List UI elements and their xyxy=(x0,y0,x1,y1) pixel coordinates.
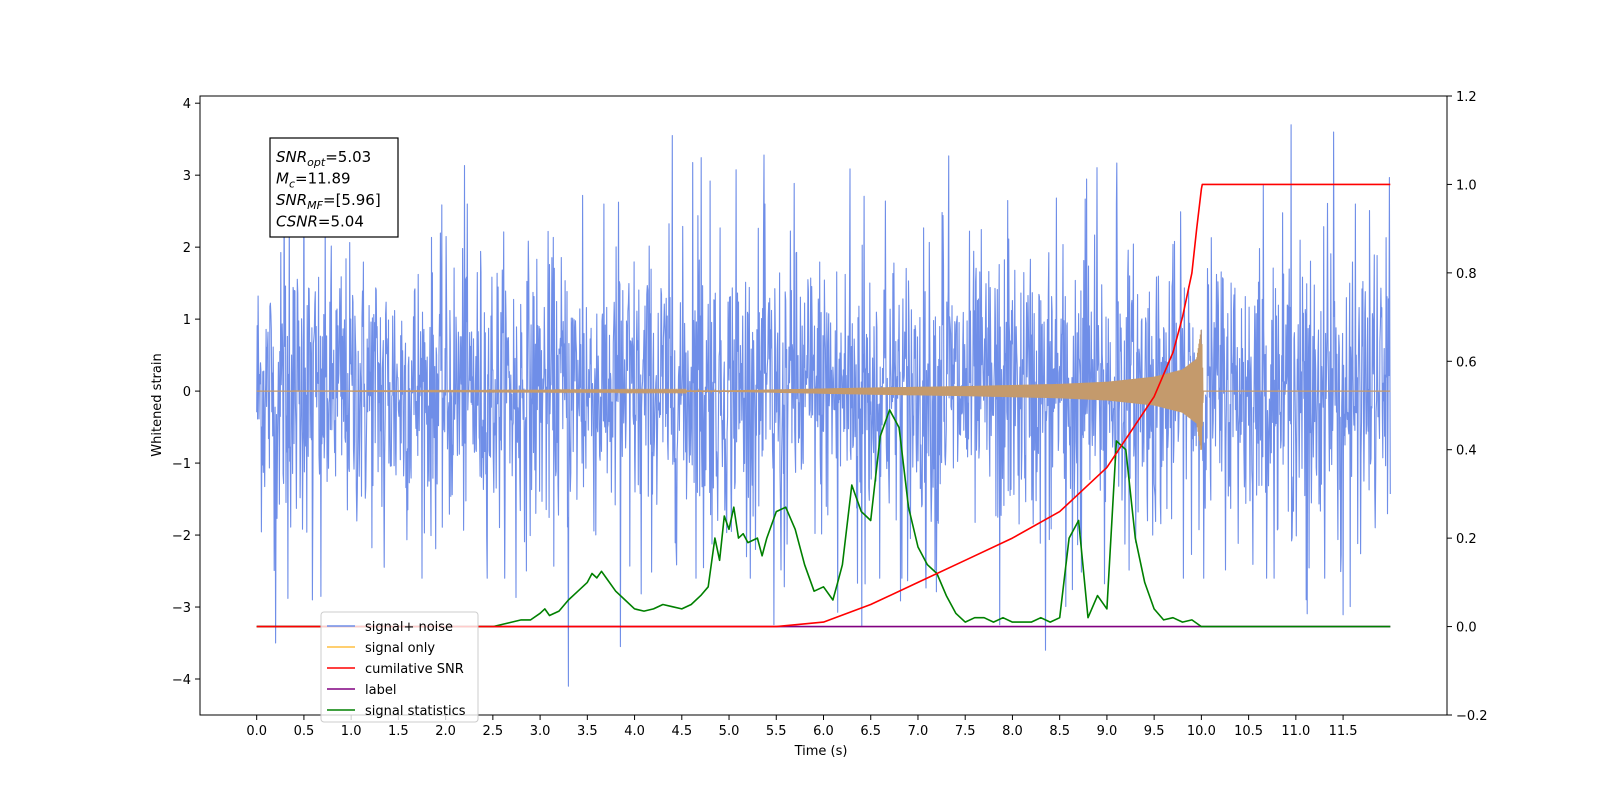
y2-tick-label: 0.8 xyxy=(1456,267,1477,282)
x-tick-label: 7.0 xyxy=(908,724,929,739)
signal-statistics-line xyxy=(256,409,1391,628)
annotation-line: CSNR=5.04 xyxy=(276,213,364,231)
y-tick-label: 1 xyxy=(183,313,191,328)
legend-entry: signal only xyxy=(365,641,435,656)
x-tick-label: 0.5 xyxy=(294,724,315,739)
x-tick-label: 4.0 xyxy=(624,724,645,739)
x-tick-label: 4.5 xyxy=(671,724,692,739)
y2-tick-label: −0.2 xyxy=(1456,709,1488,724)
x-tick-label: 6.5 xyxy=(860,724,881,739)
x-axis-label: Time (s) xyxy=(794,744,848,759)
x-tick-label: 5.5 xyxy=(766,724,787,739)
y-tick-label: −4 xyxy=(172,673,191,688)
y2-tick-label: 1.2 xyxy=(1456,90,1477,105)
x-tick-label: 0.0 xyxy=(246,724,267,739)
legend: signal+ noise signal only cumilative SNR la… xyxy=(320,611,479,723)
y2-tick-label: 1.0 xyxy=(1456,178,1477,193)
legend-entry: label xyxy=(365,683,396,698)
x-tick-label: 9.5 xyxy=(1144,724,1165,739)
y-tick-label: 3 xyxy=(183,169,191,184)
y-tick-label: −3 xyxy=(172,601,191,616)
x-tick-label: 1.0 xyxy=(341,724,362,739)
y-tick-label: −2 xyxy=(172,529,191,544)
y2-tick-label: 0.4 xyxy=(1456,444,1477,459)
x-tick-label: 10.5 xyxy=(1234,724,1263,739)
x-axis: 0.0 0.5 1.0 1.5 2.0 2.5 3.0 3.5 4.0 4.5 5.0 5.5 6.0 6… xyxy=(246,715,1358,739)
annotation-line: SNRMF=[5.96] xyxy=(276,191,381,212)
legend-frame xyxy=(320,611,479,723)
y2-tick-label: 0.2 xyxy=(1456,532,1477,547)
annotation-line: SNRopt=5.03 xyxy=(276,148,371,169)
x-tick-label: 2.0 xyxy=(435,724,456,739)
x-tick-label: 1.5 xyxy=(388,724,409,739)
x-tick-label: 3.0 xyxy=(530,724,551,739)
x-tick-label: 5.0 xyxy=(719,724,740,739)
signal-only-line xyxy=(256,329,1391,450)
annotation-line: Mc=11.89 xyxy=(276,170,351,191)
y-tick-label: 0 xyxy=(183,385,191,400)
y-axis-left: −4 −3 −2 −1 0 1 2 3 4 xyxy=(172,97,200,688)
x-tick-label: 2.5 xyxy=(483,724,504,739)
x-tick-label: 9.0 xyxy=(1097,724,1118,739)
x-tick-label: 6.0 xyxy=(813,724,834,739)
y-tick-label: 4 xyxy=(183,97,191,112)
x-tick-label: 11.0 xyxy=(1281,724,1310,739)
annotation-frame xyxy=(269,137,399,238)
y-tick-label: −1 xyxy=(172,457,191,472)
cumilative-snr-line xyxy=(256,183,1391,628)
y-tick-label: 2 xyxy=(183,241,191,256)
x-tick-label: 11.5 xyxy=(1329,724,1358,739)
signal-only-series xyxy=(256,329,1391,450)
x-tick-label: 8.0 xyxy=(1002,724,1023,739)
x-tick-label: 3.5 xyxy=(577,724,598,739)
y-axis-right: −0.2 0.0 0.2 0.4 0.6 0.8 1.0 1.2 xyxy=(1447,90,1488,724)
legend-entry: cumilative SNR xyxy=(365,662,464,677)
x-tick-label: 10.0 xyxy=(1187,724,1216,739)
x-tick-label: 7.5 xyxy=(955,724,976,739)
x-tick-label: 8.5 xyxy=(1049,724,1070,739)
legend-entry: signal+ noise xyxy=(365,620,453,635)
legend-entry: signal statistics xyxy=(365,704,466,719)
y-axis-label: Whitened strain xyxy=(150,353,165,456)
y2-tick-label: 0.6 xyxy=(1456,355,1477,370)
y2-tick-label: 0.0 xyxy=(1456,621,1477,636)
